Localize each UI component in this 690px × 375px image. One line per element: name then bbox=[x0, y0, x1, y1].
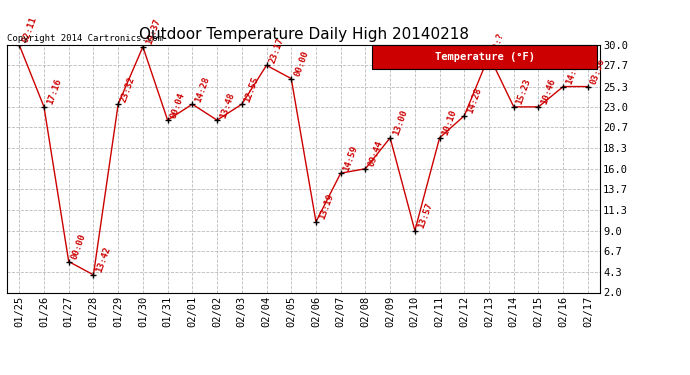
Text: 02:11: 02:11 bbox=[21, 16, 38, 44]
Text: Copyright 2014 Cartronics.com: Copyright 2014 Cartronics.com bbox=[7, 33, 163, 42]
Text: 23:17: 23:17 bbox=[268, 36, 286, 64]
FancyBboxPatch shape bbox=[372, 45, 598, 69]
Text: Temperature (°F): Temperature (°F) bbox=[435, 52, 535, 62]
Text: 14:28: 14:28 bbox=[194, 75, 211, 104]
Text: 10:46: 10:46 bbox=[540, 78, 558, 106]
Text: 03:56: 03:56 bbox=[589, 57, 607, 86]
Text: 13:00: 13:00 bbox=[391, 109, 409, 137]
Text: 14:59: 14:59 bbox=[342, 144, 359, 172]
Text: 19:37: 19:37 bbox=[144, 18, 161, 46]
Text: 00:00: 00:00 bbox=[70, 232, 88, 261]
Text: 12:55: 12:55 bbox=[243, 75, 261, 104]
Text: 20:?: 20:? bbox=[491, 32, 506, 55]
Text: 10:10: 10:10 bbox=[441, 109, 458, 137]
Text: 00:00: 00:00 bbox=[293, 50, 310, 78]
Text: 15:23: 15:23 bbox=[515, 78, 533, 106]
Text: 23:32: 23:32 bbox=[119, 75, 137, 104]
Text: 14:08: 14:08 bbox=[564, 57, 582, 86]
Text: 14:28: 14:28 bbox=[466, 87, 483, 115]
Text: 00:04: 00:04 bbox=[169, 91, 186, 119]
Text: 17:16: 17:16 bbox=[46, 78, 63, 106]
Text: 13:57: 13:57 bbox=[416, 201, 434, 230]
Text: 13:48: 13:48 bbox=[218, 91, 236, 119]
Title: Outdoor Temperature Daily High 20140218: Outdoor Temperature Daily High 20140218 bbox=[139, 27, 469, 42]
Text: 13:19: 13:19 bbox=[317, 193, 335, 221]
Text: 09:44: 09:44 bbox=[366, 140, 384, 168]
Text: 13:42: 13:42 bbox=[95, 246, 112, 274]
